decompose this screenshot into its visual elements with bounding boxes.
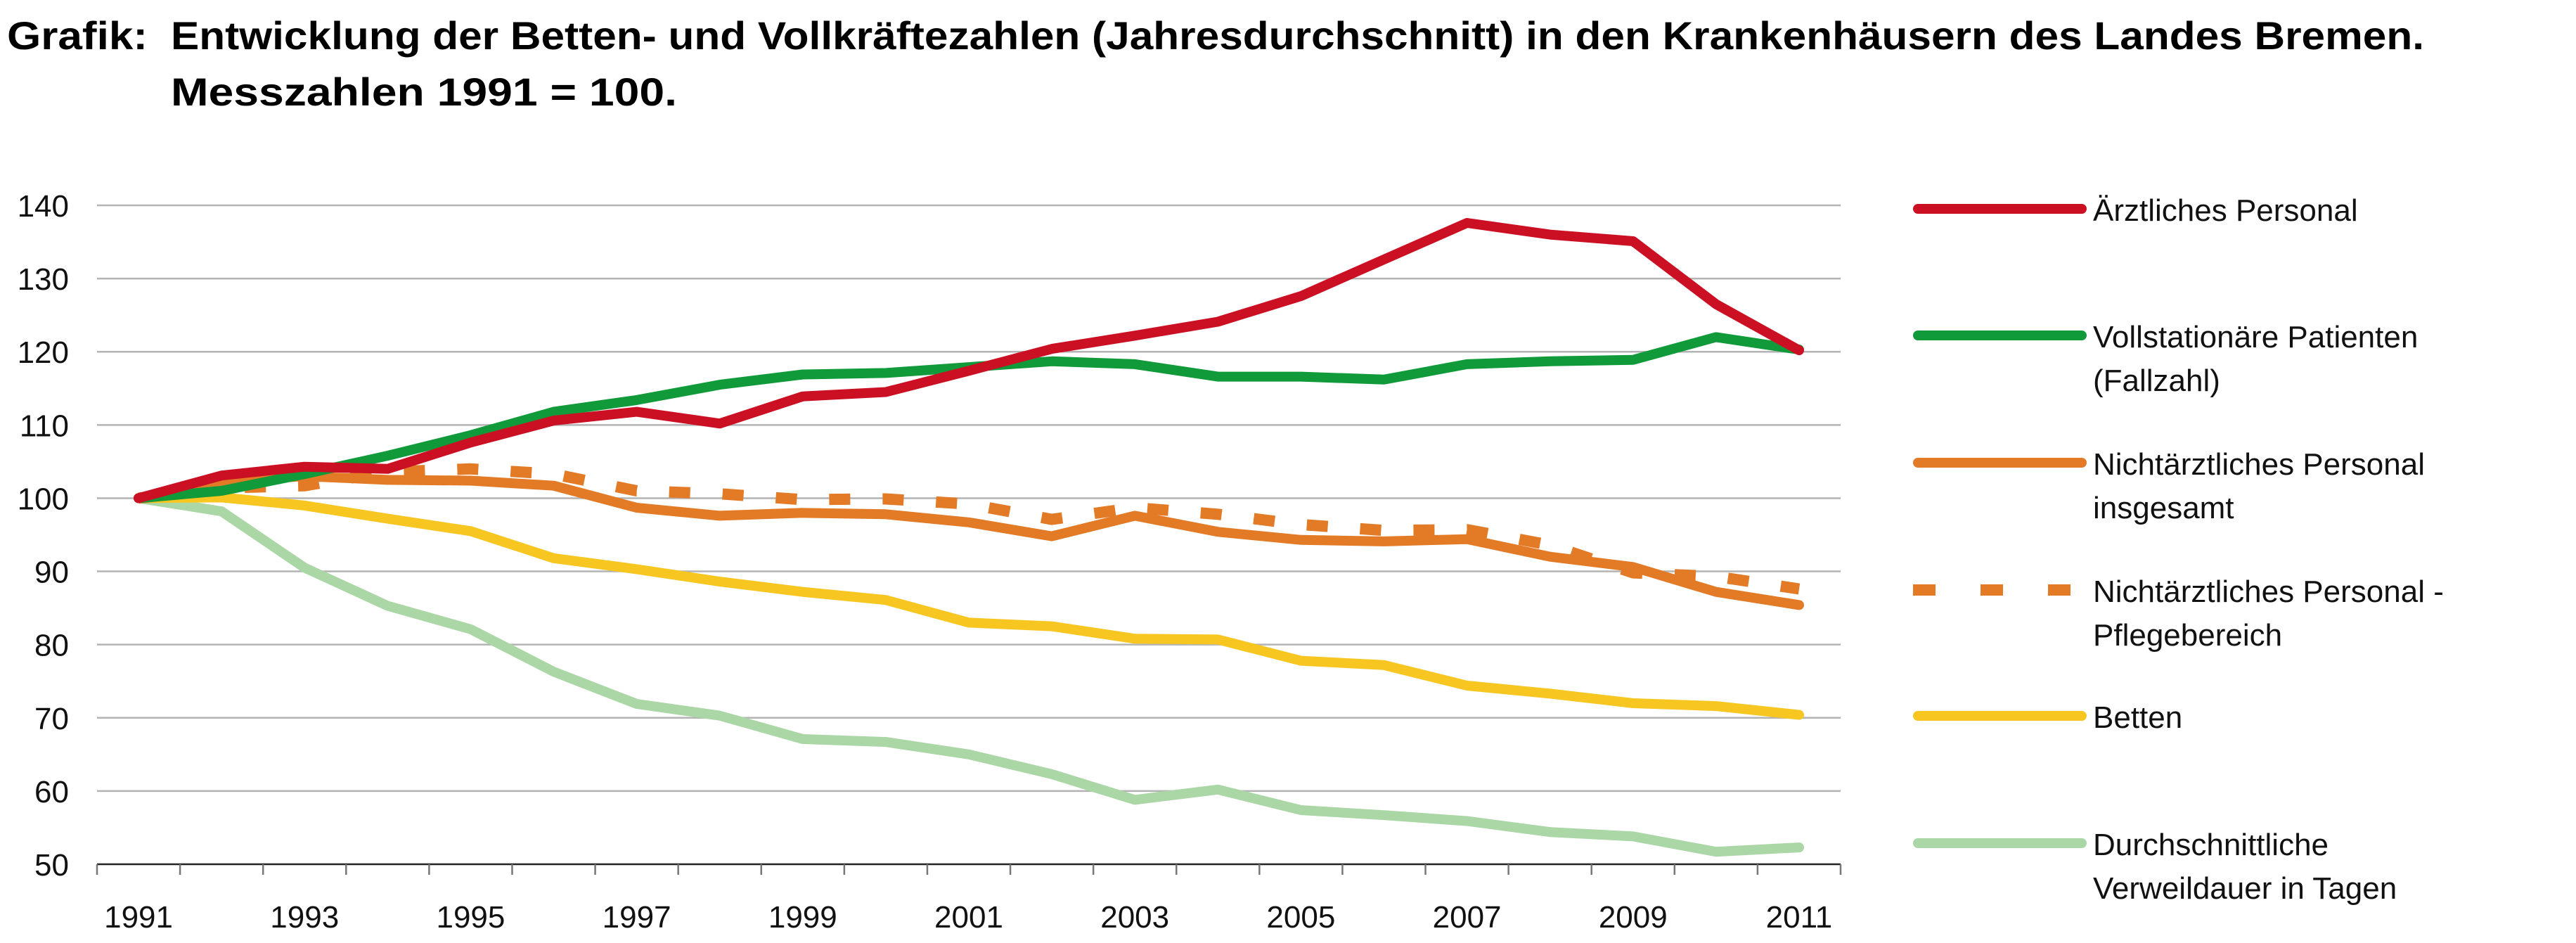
legend-label: Vollstationäre Patienten [2093,320,2418,354]
y-tick-label: 50 [34,848,69,883]
legend-label: Durchschnittliche [2093,828,2329,862]
legend-item: Betten [1913,700,2182,735]
y-tick-label: 100 [18,482,69,516]
legend: Ärztliches Personal Vollstationäre Patien… [1913,193,2444,906]
series-line-0 [134,218,1804,503]
x-tick-label: 1999 [768,900,837,935]
x-tick-label: 1993 [270,900,339,935]
legend-item: Nichtärztliches Personal insgesamt [1913,447,2425,525]
x-tick-label: 1995 [436,900,505,935]
y-tick-label: 140 [18,189,69,224]
series-line-3 [138,463,1801,595]
y-axis-labels: 50 60 70 80 90 100 110 120 130 140 [18,189,69,883]
legend-label: Betten [2093,700,2182,735]
x-tick-label: 1991 [104,900,173,935]
y-tick-label: 130 [18,262,69,297]
chart-title: Grafik: Entwicklung der Betten- und Voll… [7,13,2424,114]
legend-label: Nichtärztliches Personal [2093,447,2425,482]
legend-label: (Fallzahl) [2093,364,2220,398]
y-tick-label: 110 [20,409,69,443]
legend-label: Pflegebereich [2093,618,2282,653]
series-line-5 [134,493,1804,857]
legend-item: Nichtärztliches Personal - Pflegebereich [1913,575,2444,653]
x-tick-label: 2009 [1599,900,1668,935]
x-tick-label: 2011 [1766,900,1833,935]
gridlines [97,204,1841,793]
series-line-1 [134,332,1804,503]
y-tick-label: 120 [18,335,69,370]
series-line-2 [134,471,1804,610]
legend-label: Verweildauer in Tagen [2093,871,2397,906]
legend-label: Ärztliches Personal [2093,193,2358,228]
legend-item: Durchschnittliche Verweildauer in Tagen [1913,828,2397,906]
x-tick-label: 2001 [934,900,1003,935]
x-axis [96,863,1842,875]
y-tick-label: 90 [34,556,69,590]
x-tick-label: 1997 [603,900,671,935]
title-line-1: Entwicklung der Betten- und Vollkräfteza… [171,13,2424,58]
y-tick-label: 60 [34,775,69,809]
series-line-4 [134,492,1804,720]
x-tick-label: 2003 [1100,900,1169,935]
legend-item: Ärztliches Personal [1913,193,2358,228]
x-tick-label: 2007 [1433,900,1502,935]
y-tick-label: 80 [34,629,69,663]
x-axis-labels: 1991 1993 1995 1997 1999 2001 2003 2005 2007 2009… [104,900,1832,935]
legend-label: insgesamt [2093,491,2234,525]
legend-item: Vollstationäre Patienten (Fallzahl) [1913,320,2418,398]
series-lines [134,218,1804,857]
x-tick-label: 2005 [1266,900,1335,935]
legend-label: Nichtärztliches Personal - [2093,575,2444,609]
title-prefix: Grafik: [7,13,148,58]
title-line-2: Messzahlen 1991 = 100. [171,70,677,114]
y-tick-label: 70 [34,702,69,736]
